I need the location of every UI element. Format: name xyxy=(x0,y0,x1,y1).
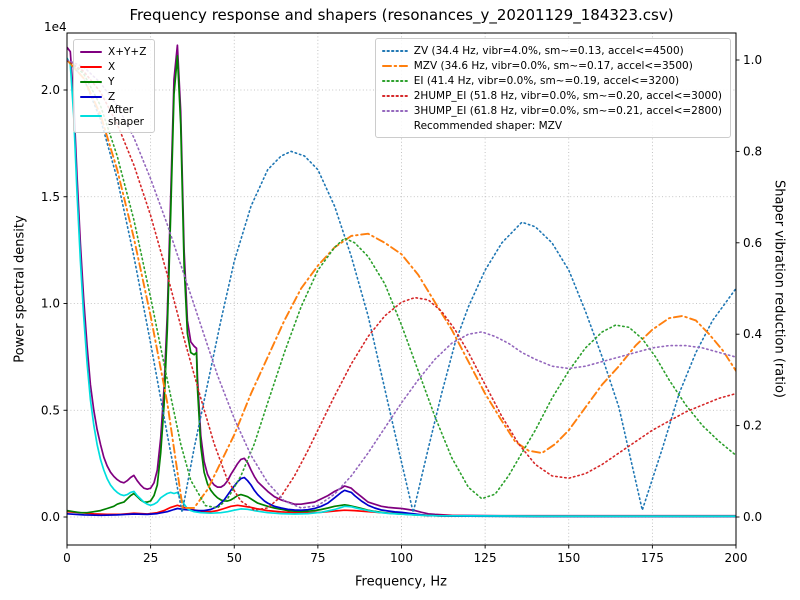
legend-line-sample xyxy=(80,115,102,117)
legend-label: Z xyxy=(108,90,116,103)
legend-label: EI (41.4 Hz, vibr=0.0%, sm~=0.19, accel<… xyxy=(413,74,680,87)
y-left-tick-label: 1.5 xyxy=(41,190,60,204)
x-tick-label: 50 xyxy=(227,551,242,565)
legend-label: 3HUMP_EI (61.8 Hz, vibr=0.0%, sm~=0.21, … xyxy=(413,104,722,117)
legend-shapers: ZV (34.4 Hz, vibr=4.0%, sm~=0.13, accel<… xyxy=(374,38,731,138)
x-tick-label: 0 xyxy=(63,551,71,565)
chart-title: Frequency response and shapers (resonanc… xyxy=(129,6,674,24)
legend-item: Y xyxy=(80,74,146,89)
y-right-tick-label: 0.4 xyxy=(743,327,762,341)
x-tick-label: 125 xyxy=(474,551,497,565)
x-tick-label: 75 xyxy=(310,551,325,565)
legend-line-sample xyxy=(381,64,408,67)
legend-item: MZV (34.6 Hz, vibr=0.0%, sm~=0.17, accel… xyxy=(381,58,722,73)
legend-item: Recommended shaper: MZV xyxy=(382,118,722,133)
legend-line-sample xyxy=(80,50,102,53)
y-right-tick-label: 1.0 xyxy=(743,53,762,67)
legend-label: X xyxy=(108,60,116,73)
legend-label: ZV (34.4 Hz, vibr=4.0%, sm~=0.13, accel<… xyxy=(413,44,684,57)
shaper-curve-2hump_ei xyxy=(67,59,736,511)
legend-line-sample xyxy=(80,65,102,68)
legend-line-sample xyxy=(381,94,408,97)
x-axis-label: Frequency, Hz xyxy=(354,574,448,590)
x-tick-label: 175 xyxy=(641,551,664,565)
x-tick-label: 25 xyxy=(143,551,158,565)
legend-label: X+Y+Z xyxy=(108,45,147,58)
legend-label: Recommended shaper: MZV xyxy=(413,119,563,132)
y-left-tick-label: 1.0 xyxy=(41,297,60,311)
legend-label: After shaper xyxy=(108,104,145,128)
y-axis-offset-text: 1e4 xyxy=(44,20,67,34)
legend-line-sample xyxy=(80,95,102,98)
y-right-tick-label: 0.8 xyxy=(743,144,762,158)
legend-line-sample xyxy=(381,49,408,52)
y-left-tick-label: 0.0 xyxy=(41,510,60,524)
psd-curve-z xyxy=(67,476,736,518)
legend-item: After shaper xyxy=(80,104,146,128)
legend-item: X xyxy=(80,59,146,74)
shaper-curve-ei xyxy=(67,59,736,509)
legend-label: MZV (34.6 Hz, vibr=0.0%, sm~=0.17, accel… xyxy=(413,59,693,72)
y-right-tick-label: 0.2 xyxy=(743,419,762,433)
legend-line-sample xyxy=(381,79,408,82)
x-tick-label: 200 xyxy=(725,551,748,565)
y-left-tick-label: 0.5 xyxy=(41,403,60,417)
y-right-tick-label: 0.0 xyxy=(743,510,762,524)
y-left-tick-label: 2.0 xyxy=(41,83,60,97)
legend-item: X+Y+Z xyxy=(80,44,146,59)
x-tick-label: 150 xyxy=(557,551,580,565)
legend-item: 2HUMP_EI (51.8 Hz, vibr=0.0%, sm~=0.20, … xyxy=(381,88,722,103)
x-tick-label: 100 xyxy=(390,551,413,565)
legend-psd: X+Y+Z X Y Z After shaper xyxy=(73,39,156,133)
legend-item: Z xyxy=(80,89,146,104)
shaper-curve-3hump_ei xyxy=(67,59,736,509)
legend-line-sample xyxy=(381,109,408,112)
legend-item: EI (41.4 Hz, vibr=0.0%, sm~=0.19, accel<… xyxy=(381,73,722,88)
legend-label: 2HUMP_EI (51.8 Hz, vibr=0.0%, sm~=0.20, … xyxy=(413,89,722,102)
y-right-tick-label: 0.6 xyxy=(743,236,762,250)
legend-line-sample xyxy=(80,80,102,83)
legend-item: 3HUMP_EI (61.8 Hz, vibr=0.0%, sm~=0.21, … xyxy=(381,103,722,118)
legend-label: Y xyxy=(108,75,115,88)
legend-item: ZV (34.4 Hz, vibr=4.0%, sm~=0.13, accel<… xyxy=(381,43,722,58)
